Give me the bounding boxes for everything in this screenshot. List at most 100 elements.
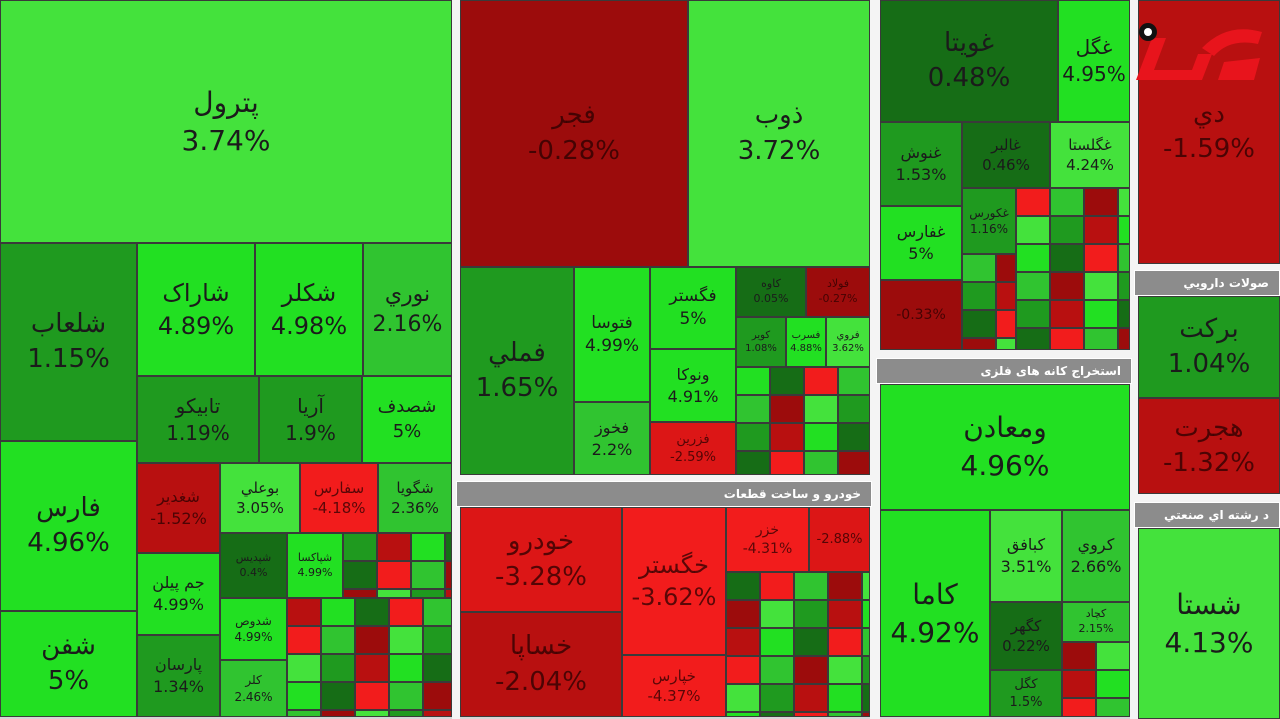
change-percent: 1.5% — [1009, 694, 1043, 710]
small-tile — [1118, 300, 1130, 328]
small-tile — [423, 626, 452, 654]
small-tile — [423, 598, 452, 626]
small-tile — [377, 561, 411, 589]
change-percent: 2.16% — [372, 311, 443, 337]
separator — [870, 0, 880, 719]
stock-tile: فسرب 4.88% — [786, 317, 826, 367]
small-tile — [760, 572, 794, 600]
small-tile — [411, 561, 445, 589]
symbol: کبافق — [1006, 535, 1046, 555]
small-tile — [770, 367, 804, 395]
small-tile — [862, 572, 870, 600]
small-tile — [838, 395, 870, 423]
change-percent: -1.32% — [1163, 448, 1255, 478]
change-percent: 1.08% — [745, 343, 777, 354]
small-tile — [828, 656, 862, 684]
small-tile — [377, 533, 411, 561]
small-tile — [962, 254, 996, 282]
stock-tile: ومعادن 4.96% — [880, 384, 1130, 510]
stock-tile: غنوش 1.53% — [880, 122, 962, 206]
small-tile — [389, 710, 423, 717]
small-tile — [445, 561, 452, 589]
small-tile — [1084, 272, 1118, 300]
small-tile — [1084, 300, 1118, 328]
stock-tile: کگهر 0.22% — [990, 602, 1062, 670]
stock-tile: فارس 4.96% — [0, 441, 137, 611]
symbol: شگويا — [396, 478, 434, 497]
symbol: فتوسا — [591, 312, 633, 333]
symbol: شپديس — [235, 550, 272, 564]
separator — [1130, 0, 1138, 719]
small-tile — [1062, 670, 1096, 698]
small-tile — [423, 654, 452, 682]
small-tile — [862, 712, 870, 717]
section-header: صولات دارويي — [1134, 270, 1280, 296]
stock-tile: کلر 2.46% — [220, 660, 287, 717]
small-tile — [377, 589, 411, 598]
symbol: خساپا — [509, 631, 573, 662]
stock-tile: خودرو -3.28% — [460, 507, 622, 612]
change-percent: 4.95% — [1062, 62, 1126, 86]
change-percent: 4.13% — [1164, 625, 1254, 659]
small-tile — [804, 395, 838, 423]
small-tile — [1096, 670, 1130, 698]
small-tile — [321, 710, 355, 717]
small-tile — [1118, 328, 1130, 350]
symbol: كاما — [912, 577, 958, 611]
small-tile — [355, 654, 389, 682]
small-tile — [1016, 272, 1050, 300]
change-percent: 4.91% — [667, 386, 719, 406]
symbol: شکلر — [281, 279, 337, 308]
symbol: غفارس — [896, 222, 946, 242]
symbol: پارسان — [154, 655, 203, 675]
stock-tile: فجر -0.28% — [460, 0, 688, 267]
stock-tile: شگويا 2.36% — [378, 463, 452, 533]
section-header: د رشته اي صنعتي — [1134, 502, 1280, 528]
small-tile — [770, 423, 804, 451]
separator — [452, 0, 460, 719]
small-tile — [962, 282, 996, 310]
small-tile — [804, 423, 838, 451]
small-tile — [862, 600, 870, 628]
small-tile — [287, 710, 321, 717]
small-tile — [760, 628, 794, 656]
symbol: کچاد — [1085, 607, 1107, 621]
small-tile — [1084, 188, 1118, 216]
symbol: فخوز — [595, 417, 629, 437]
change-percent: 1.65% — [475, 373, 559, 403]
small-tile — [355, 598, 389, 626]
small-tile — [862, 628, 870, 656]
change-percent: -3.62% — [631, 583, 717, 611]
stock-tile: غگل 4.95% — [1058, 0, 1130, 122]
change-percent: 5% — [679, 309, 707, 329]
symbol: شفن — [41, 630, 96, 661]
small-tile — [770, 451, 804, 475]
change-percent: 2.46% — [234, 689, 273, 704]
stock-tile: فگستر 5% — [650, 267, 736, 349]
change-percent: 2.15% — [1078, 622, 1114, 635]
stock-tile: شدوص 4.99% — [220, 598, 287, 660]
symbol: غگلستا — [1068, 135, 1112, 154]
change-percent: 3.62% — [832, 343, 864, 354]
small-tile — [794, 572, 828, 600]
change-percent: 4.24% — [1066, 156, 1114, 174]
small-tile — [1084, 216, 1118, 244]
stock-tile: کچاد 2.15% — [1062, 602, 1130, 642]
change-percent: 1.16% — [969, 222, 1009, 236]
small-tile — [445, 533, 452, 561]
small-tile — [411, 533, 445, 561]
symbol: فسرب — [791, 329, 821, 341]
stock-tile: بوعلي 3.05% — [220, 463, 300, 533]
small-tile — [1062, 642, 1096, 670]
small-tile — [760, 656, 794, 684]
change-percent: 2.36% — [391, 499, 439, 517]
stock-tile: برکت 1.04% — [1138, 296, 1280, 398]
symbol: شلعاب — [30, 308, 107, 339]
change-percent: -0.33% — [896, 306, 946, 323]
small-tile — [1118, 244, 1130, 272]
small-tile — [770, 395, 804, 423]
stock-tile: آریا 1.9% — [259, 376, 362, 463]
symbol: غویتا — [943, 27, 995, 58]
small-tile — [996, 310, 1016, 338]
change-percent: 4.99% — [584, 335, 639, 356]
